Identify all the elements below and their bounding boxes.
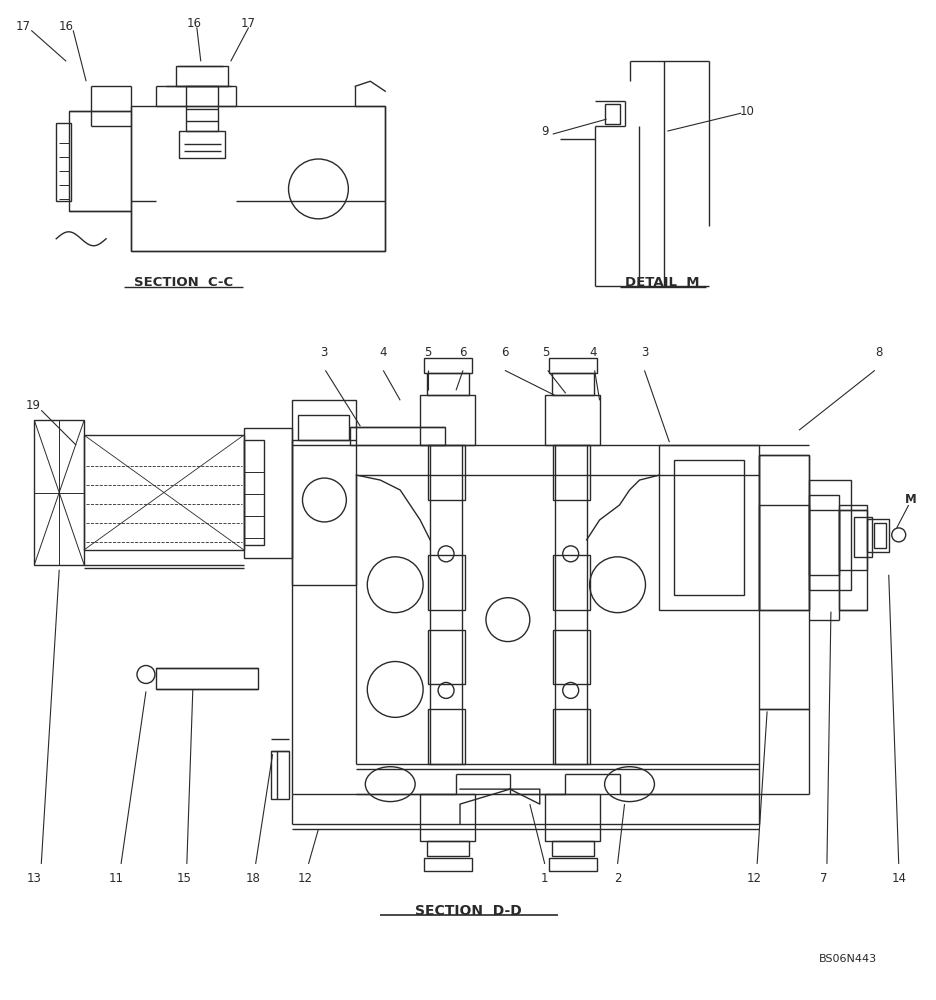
Text: 9: 9 [541, 125, 548, 138]
Bar [424, 358, 472, 373]
Bar [179, 131, 225, 158]
Text: 4: 4 [589, 346, 596, 359]
Bar [809, 480, 851, 590]
Bar [759, 455, 809, 610]
Text: 12: 12 [298, 872, 313, 885]
Bar [545, 395, 600, 445]
Bar [420, 794, 475, 841]
Text: 6: 6 [460, 346, 467, 359]
Bar [553, 630, 590, 684]
Bar [291, 400, 357, 585]
Bar [131, 106, 386, 251]
Text: 1: 1 [541, 872, 548, 885]
Bar [553, 709, 590, 764]
Bar [243, 428, 291, 558]
Text: 6: 6 [501, 346, 508, 359]
Bar [839, 510, 867, 610]
Bar [56, 123, 71, 201]
Bar [839, 505, 867, 570]
Bar [548, 358, 596, 373]
Text: SECTION  C-C: SECTION C-C [134, 276, 233, 289]
Bar [420, 395, 475, 445]
Text: DETAIL  M: DETAIL M [625, 276, 700, 289]
Bar [553, 445, 590, 500]
Bar [186, 86, 218, 131]
Text: 4: 4 [379, 346, 387, 359]
Text: 5: 5 [424, 346, 431, 359]
Bar [759, 455, 809, 610]
Text: 7: 7 [820, 872, 827, 885]
Bar [759, 505, 809, 709]
Bar [548, 858, 596, 871]
Bar [553, 555, 590, 610]
Text: 15: 15 [176, 872, 191, 885]
Text: 2: 2 [614, 872, 622, 885]
Text: 17: 17 [241, 17, 256, 30]
Text: 3: 3 [641, 346, 648, 359]
Bar [427, 841, 469, 856]
Bar [427, 373, 469, 395]
Bar [545, 794, 600, 841]
Bar [551, 373, 593, 395]
Bar [243, 440, 264, 545]
Text: 5: 5 [542, 346, 549, 359]
Bar [350, 427, 446, 445]
Text: 8: 8 [875, 346, 883, 359]
Bar [551, 841, 593, 856]
Text: BS06N443: BS06N443 [819, 954, 877, 964]
Text: 3: 3 [320, 346, 327, 359]
Bar [674, 460, 744, 595]
Text: 16: 16 [186, 17, 201, 30]
Bar [69, 111, 131, 211]
Text: 13: 13 [27, 872, 42, 885]
Text: 10: 10 [739, 105, 754, 118]
Bar [428, 445, 465, 500]
Text: 19: 19 [26, 399, 41, 412]
Text: 18: 18 [245, 872, 260, 885]
Text: 14: 14 [891, 872, 906, 885]
Bar [156, 668, 257, 689]
Text: 12: 12 [747, 872, 762, 885]
Bar [176, 66, 227, 86]
Bar [428, 630, 465, 684]
Bar [854, 517, 871, 557]
Bar [867, 519, 889, 552]
Text: SECTION  D-D: SECTION D-D [415, 904, 521, 918]
Bar [424, 858, 472, 871]
Text: 17: 17 [16, 20, 31, 33]
Bar [874, 523, 885, 548]
Text: M: M [905, 493, 916, 506]
Text: 11: 11 [109, 872, 124, 885]
Bar [271, 751, 288, 799]
Text: 16: 16 [59, 20, 74, 33]
Bar [35, 420, 84, 565]
Bar [809, 495, 839, 575]
Bar [84, 435, 243, 550]
Bar [605, 104, 620, 124]
Bar [428, 709, 465, 764]
Bar [298, 415, 349, 440]
Bar [660, 445, 759, 610]
Bar [428, 555, 465, 610]
